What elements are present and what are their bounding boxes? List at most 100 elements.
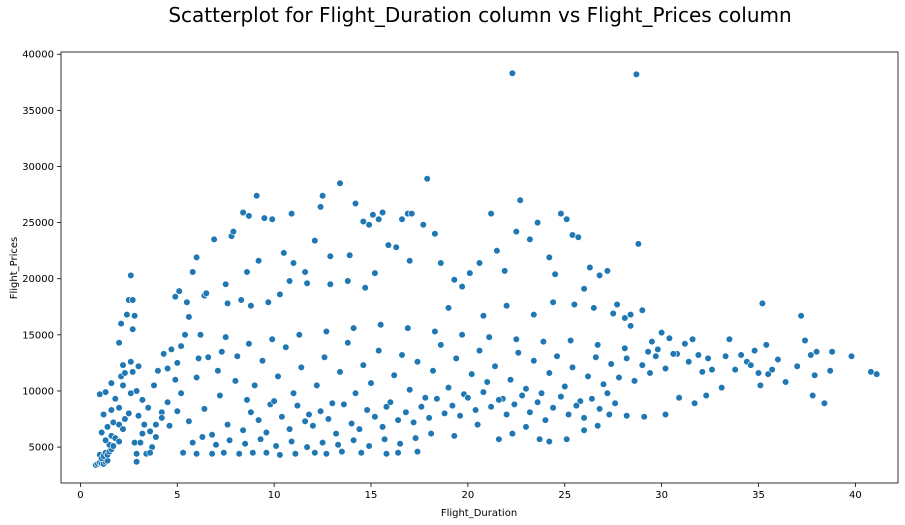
data-point (216, 391, 224, 400)
data-point (309, 422, 317, 430)
data-point (336, 368, 344, 376)
data-point (826, 367, 834, 375)
data-points (92, 69, 881, 469)
x-tick-label: 35 (752, 490, 765, 501)
data-point (239, 426, 247, 434)
data-point (402, 408, 410, 416)
data-point (286, 425, 294, 433)
y-axis-label: Flight_Prices (9, 237, 20, 300)
data-point (220, 449, 228, 457)
data-point (669, 350, 677, 358)
data-point (344, 339, 352, 347)
data-point (599, 380, 608, 388)
data-point (365, 221, 373, 229)
data-point (425, 414, 433, 422)
data-point (557, 393, 565, 401)
data-point (563, 215, 571, 223)
data-point (146, 427, 154, 436)
data-point (262, 449, 271, 457)
data-point (381, 435, 389, 443)
data-point (549, 404, 557, 412)
data-point (386, 398, 395, 406)
data-point (398, 215, 406, 223)
data-point (288, 437, 296, 446)
data-point (731, 366, 739, 374)
data-point (346, 251, 354, 259)
data-point (175, 287, 183, 295)
data-point (382, 403, 391, 411)
data-point (119, 381, 127, 390)
data-point (417, 403, 426, 411)
data-point (514, 349, 522, 357)
data-point (774, 355, 782, 364)
data-point (351, 389, 360, 397)
data-point (276, 451, 284, 459)
data-point (289, 389, 298, 397)
data-point (348, 419, 356, 428)
data-point (224, 299, 232, 308)
data-point (626, 322, 635, 330)
data-point (638, 361, 646, 369)
data-point (276, 290, 284, 299)
data-point (652, 352, 660, 360)
data-point (615, 373, 623, 382)
data-point (526, 235, 534, 243)
data-point (495, 435, 503, 443)
data-point (681, 340, 689, 348)
data-point (218, 348, 226, 356)
data-point (270, 397, 278, 405)
data-point (134, 412, 143, 420)
data-point (487, 403, 495, 411)
data-point (431, 327, 439, 336)
data-point (196, 331, 205, 339)
data-point (396, 440, 404, 448)
data-point (553, 352, 561, 360)
data-point (493, 247, 501, 255)
data-point (441, 409, 449, 418)
data-point (255, 257, 263, 265)
data-point (119, 425, 127, 433)
data-point (268, 335, 276, 343)
data-point (262, 428, 271, 437)
data-point (394, 416, 402, 424)
data-point (518, 391, 526, 400)
data-point (297, 363, 305, 372)
data-point (326, 280, 334, 288)
data-point (572, 402, 581, 410)
data-point (101, 388, 110, 396)
data-point (214, 367, 222, 375)
data-point (133, 450, 141, 458)
data-point (704, 354, 712, 363)
data-point (801, 336, 809, 345)
data-point (419, 221, 427, 229)
data-point (406, 386, 414, 394)
data-point (379, 208, 387, 217)
data-point (781, 378, 790, 386)
x-tick-label: 30 (655, 490, 668, 501)
y-tick-label: 15000 (22, 330, 54, 341)
data-point (661, 410, 670, 419)
data-point (326, 252, 334, 260)
x-tick-label: 15 (365, 490, 378, 501)
data-point (371, 269, 379, 277)
y-tick-label: 20000 (22, 274, 54, 285)
data-point (177, 389, 185, 397)
data-point (390, 371, 398, 379)
data-point (289, 259, 298, 267)
data-point (580, 426, 588, 434)
data-point (530, 357, 538, 365)
y-tick-label: 5000 (29, 443, 54, 454)
data-point (249, 449, 257, 457)
data-point (311, 449, 319, 457)
data-point (229, 228, 237, 236)
data-point (121, 369, 129, 377)
data-point (375, 347, 383, 355)
data-point (319, 192, 327, 200)
data-point (313, 381, 321, 390)
data-point (452, 354, 460, 363)
data-point (408, 210, 416, 218)
data-point (611, 399, 619, 407)
data-point (99, 410, 108, 419)
data-point (365, 442, 373, 450)
data-point (603, 267, 612, 275)
